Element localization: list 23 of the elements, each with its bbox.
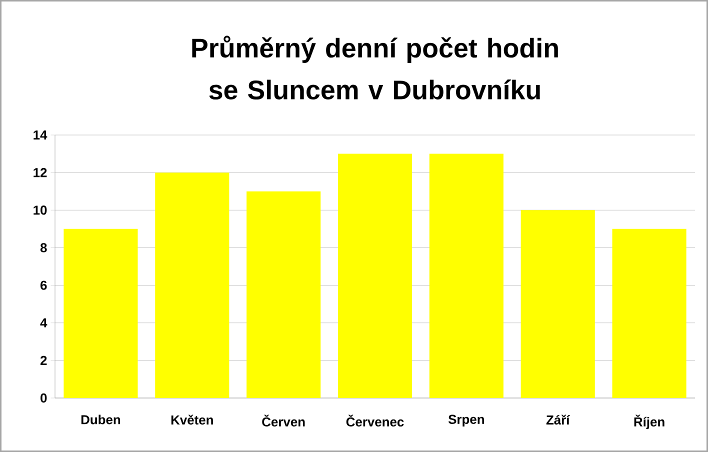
bar [155,172,230,398]
y-tick-label: 10 [34,206,47,215]
x-tick-label: Duben [81,414,120,424]
x-tick-label: Květen [171,414,213,425]
bar [64,228,138,398]
x-tick-label: Září [546,414,570,425]
bar [520,210,595,398]
x-tick-label: Červenec [346,414,404,426]
chart-title: Průměrný denní počet hodin se Sluncem v Dubrovníku [192,36,558,100]
bar [612,228,686,398]
y-tick-label: 4 [40,318,48,328]
y-tick-label: 8 [40,243,47,252]
bar [246,191,321,398]
bar [338,154,412,398]
bar [429,154,504,398]
y-tick-label: 6 [40,280,47,290]
x-tick-label: Červen [262,414,305,426]
y-tick-label: 0 [40,393,47,403]
x-tick-label: Srpen [448,414,484,427]
y-tick-label: 2 [40,356,47,365]
y-tick-label: 12 [34,168,47,178]
y-tick-label: 14 [34,130,48,140]
x-tick-label: Říjen [634,414,664,430]
